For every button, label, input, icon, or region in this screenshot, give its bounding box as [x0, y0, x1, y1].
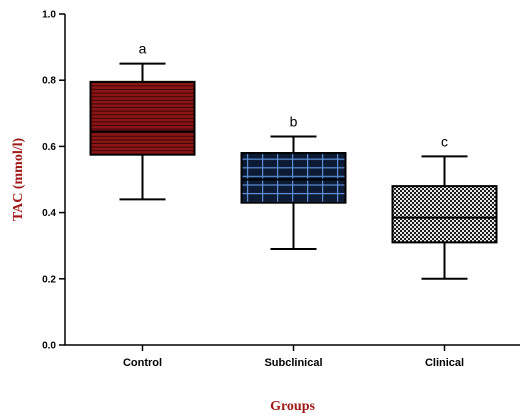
- box-subclinical: b: [240, 113, 347, 251]
- y-tick-label: 0.2: [42, 274, 56, 285]
- x-axis-title: Groups: [270, 399, 315, 414]
- y-axis-title: TAC (mmol/l): [11, 137, 26, 221]
- x-axis: Control Subclinical Clinical: [65, 344, 520, 369]
- box-control: a: [89, 41, 196, 201]
- x-tick-label: Subclinical: [264, 357, 322, 369]
- box-clinical: c: [391, 133, 498, 280]
- significance-letter: a: [139, 41, 147, 57]
- y-tick-label: 0.0: [42, 341, 56, 352]
- y-axis: 0.0 0.2 0.4 0.6 0.8 1.0: [42, 10, 66, 352]
- interquartile-box: [89, 80, 196, 156]
- x-tick-label: Control: [123, 357, 162, 369]
- interquartile-box: [391, 185, 498, 244]
- y-tick-label: 0.8: [42, 76, 56, 87]
- significance-letter: b: [290, 113, 298, 129]
- y-tick-label: 1.0: [42, 10, 56, 21]
- x-tick-label: Clinical: [425, 357, 464, 369]
- interquartile-box: [240, 152, 347, 204]
- y-tick-label: 0.6: [42, 142, 56, 153]
- y-tick-label: 0.4: [42, 208, 56, 219]
- significance-letter: c: [441, 133, 448, 149]
